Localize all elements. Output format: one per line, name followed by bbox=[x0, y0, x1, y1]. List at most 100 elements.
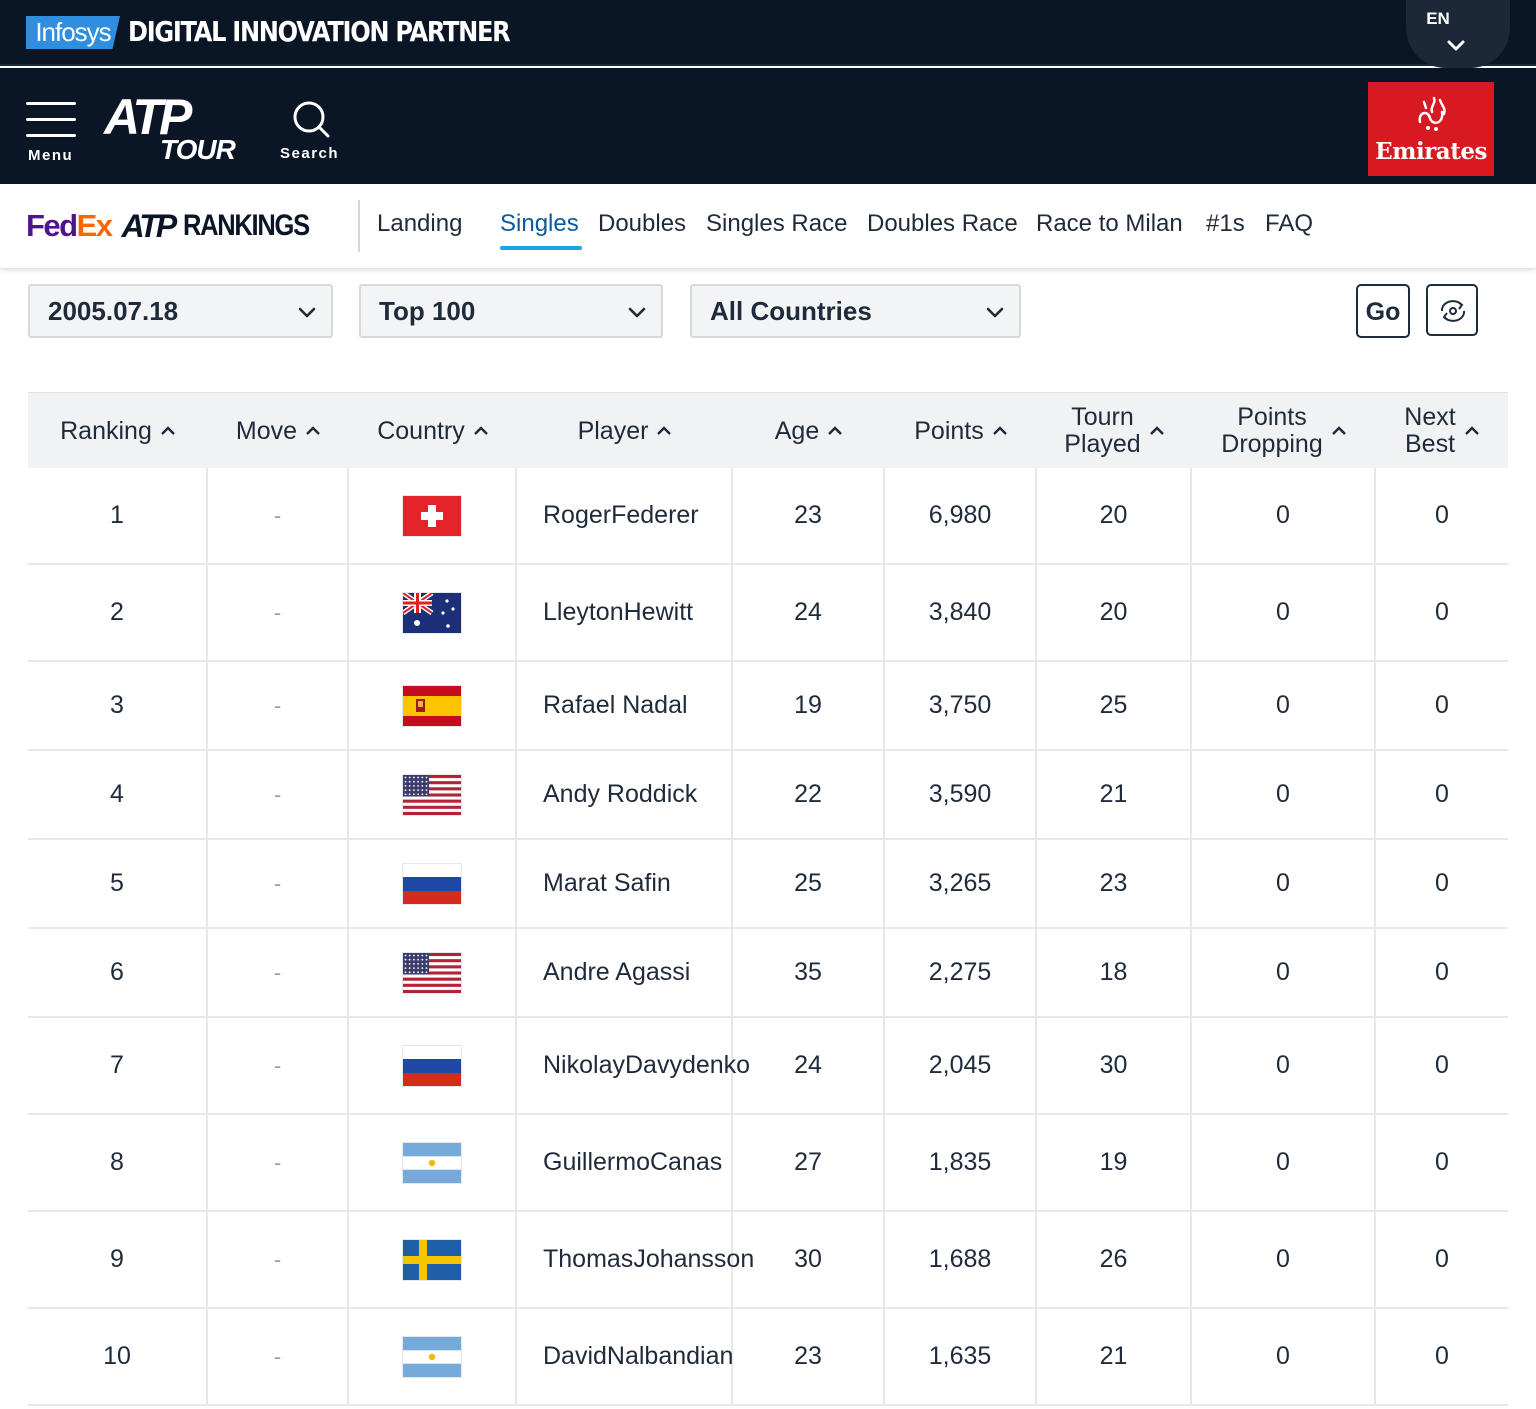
table-row[interactable]: 10 - David Nalbandian 23 1,635 21 0 0 bbox=[28, 1309, 1508, 1406]
points-dropping-cell-value: 0 bbox=[1276, 869, 1290, 897]
player-name[interactable]: Guillermo bbox=[543, 1148, 650, 1176]
player-name[interactable]: Roger bbox=[543, 501, 612, 529]
fedex-atp-rankings-logo[interactable]: Fed Ex ATP RANKINGS bbox=[26, 206, 331, 246]
subnav-link-landing[interactable]: Landing bbox=[377, 210, 463, 237]
player-name[interactable]: Marat Safin bbox=[543, 869, 671, 897]
next-best-cell: 0 bbox=[1376, 1212, 1508, 1307]
go-button[interactable]: Go bbox=[1356, 284, 1410, 338]
player-cell[interactable]: Marat Safin bbox=[517, 840, 733, 927]
rank-cell-value: 9 bbox=[110, 1245, 124, 1273]
infosys-logo[interactable]: Infosys bbox=[26, 16, 120, 49]
column-header-age[interactable]: Age bbox=[733, 393, 885, 469]
column-header-label: Next Best bbox=[1404, 404, 1455, 458]
table-row[interactable]: 4 - Andy Roddick 22 3,590 21 0 0 bbox=[28, 751, 1508, 840]
subnav-link-race-to-milan[interactable]: Race to Milan bbox=[1036, 210, 1183, 237]
points-dropping-cell: 0 bbox=[1192, 929, 1376, 1016]
player-name[interactable]: Nalbandian bbox=[606, 1342, 734, 1370]
points-cell-value: 2,275 bbox=[928, 958, 992, 986]
atp-logo-text: ATP bbox=[121, 207, 178, 244]
table-row[interactable]: 2 - Lleyton Hewitt 24 3,840 20 0 0 bbox=[28, 565, 1508, 662]
tourn-played-cell: 19 bbox=[1037, 1115, 1192, 1210]
emirates-sponsor-logo[interactable]: Emirates bbox=[1368, 82, 1494, 176]
player-cell[interactable]: Rafael Nadal bbox=[517, 662, 733, 749]
column-header-label: Points Dropping bbox=[1221, 404, 1322, 458]
menu-button[interactable]: Menu bbox=[26, 102, 78, 166]
table-row[interactable]: 3 - Rafael Nadal 19 3,750 25 0 0 bbox=[28, 662, 1508, 751]
column-header-label: Age bbox=[774, 416, 820, 445]
player-name[interactable]: Thomas bbox=[543, 1245, 634, 1273]
language-switcher[interactable]: EN bbox=[1406, 0, 1510, 68]
column-header-next-best[interactable]: Next Best bbox=[1376, 393, 1508, 469]
column-header-points[interactable]: Points bbox=[885, 393, 1037, 469]
points-cell-value: 3,590 bbox=[928, 780, 992, 808]
country-cell bbox=[349, 1212, 517, 1307]
country-cell bbox=[349, 1309, 517, 1404]
subnav-link-doubles[interactable]: Doubles bbox=[598, 210, 687, 237]
table-row[interactable]: 5 - Marat Safin 25 3,265 23 0 0 bbox=[28, 840, 1508, 929]
player-name[interactable]: Nikolay bbox=[543, 1051, 625, 1079]
subnav-link-doubles-race[interactable]: Doubles Race bbox=[867, 210, 1018, 237]
search-button[interactable]: Search bbox=[278, 100, 348, 166]
spain-flag-icon bbox=[403, 685, 461, 726]
rankings-sub-nav: Fed Ex ATP RANKINGS Landing Singles Doub… bbox=[0, 184, 1536, 268]
player-cell[interactable]: Nikolay Davydenko bbox=[517, 1018, 750, 1113]
move-cell: - bbox=[208, 565, 349, 660]
points-cell-value: 3,265 bbox=[928, 869, 992, 897]
range-select[interactable]: Top 100 bbox=[359, 284, 663, 338]
table-row[interactable]: 1 - Roger Federer 23 6,980 20 0 0 bbox=[28, 468, 1508, 565]
tourn-played-cell-value: 20 bbox=[1099, 501, 1128, 529]
subnav-link-number-ones[interactable]: #1s bbox=[1206, 210, 1245, 237]
points-cell: 3,840 bbox=[885, 565, 1037, 660]
player-name[interactable]: Canas bbox=[649, 1148, 723, 1176]
table-row[interactable]: 6 - Andre Agassi 35 2,275 18 0 0 bbox=[28, 929, 1508, 1018]
player-cell[interactable]: Andy Roddick bbox=[517, 751, 733, 838]
player-name[interactable]: Johansson bbox=[633, 1245, 755, 1273]
player-name[interactable]: David bbox=[543, 1342, 607, 1370]
player-name[interactable]: Federer bbox=[611, 501, 699, 529]
player-name[interactable]: Hewitt bbox=[623, 598, 694, 626]
table-row[interactable]: 8 - Guillermo Canas 27 1,835 19 0 0 bbox=[28, 1115, 1508, 1212]
country-cell bbox=[349, 1115, 517, 1210]
player-cell[interactable]: Lleyton Hewitt bbox=[517, 565, 733, 660]
table-row[interactable]: 9 - Thomas Johansson 30 1,688 26 0 0 bbox=[28, 1212, 1508, 1309]
player-cell[interactable]: Andre Agassi bbox=[517, 929, 733, 1016]
points-cell: 1,635 bbox=[885, 1309, 1037, 1404]
column-header-move[interactable]: Move bbox=[208, 393, 349, 469]
tour-logo-text: TOUR bbox=[160, 134, 236, 165]
player-cell[interactable]: Roger Federer bbox=[517, 468, 733, 563]
age-cell: 24 bbox=[733, 1018, 885, 1113]
country-select[interactable]: All Countries bbox=[690, 284, 1021, 338]
column-header-label: Ranking bbox=[60, 416, 152, 445]
subnav-link-faq[interactable]: FAQ bbox=[1265, 210, 1314, 237]
column-header-label-line: Points bbox=[1237, 403, 1307, 431]
player-cell[interactable]: Guillermo Canas bbox=[517, 1115, 733, 1210]
date-select[interactable]: 2005.07.18 bbox=[28, 284, 333, 338]
move-cell: - bbox=[208, 929, 349, 1016]
next-best-cell-value: 0 bbox=[1435, 1148, 1449, 1176]
column-header-tourn-played[interactable]: Tourn Played bbox=[1037, 393, 1192, 469]
player-name[interactable]: Andy Roddick bbox=[543, 780, 698, 808]
column-header-points-dropping[interactable]: Points Dropping bbox=[1192, 393, 1376, 469]
player-cell[interactable]: David Nalbandian bbox=[517, 1309, 733, 1404]
player-name[interactable]: Davydenko bbox=[624, 1051, 751, 1079]
country-cell bbox=[349, 565, 517, 660]
table-row[interactable]: 7 - Nikolay Davydenko 24 2,045 30 0 0 bbox=[28, 1018, 1508, 1115]
reset-button[interactable] bbox=[1426, 284, 1478, 336]
subnav-link-singles[interactable]: Singles bbox=[500, 210, 579, 237]
age-cell: 27 bbox=[733, 1115, 885, 1210]
russia-flag-icon bbox=[403, 1045, 461, 1086]
column-header-country[interactable]: Country bbox=[349, 393, 517, 469]
player-name[interactable]: Rafael Nadal bbox=[543, 691, 688, 719]
rank-cell-value: 7 bbox=[110, 1051, 124, 1079]
rank-cell: 10 bbox=[28, 1309, 208, 1404]
tourn-played-cell: 25 bbox=[1037, 662, 1192, 749]
player-name[interactable]: Andre Agassi bbox=[543, 958, 691, 986]
points-dropping-cell-value: 0 bbox=[1276, 1051, 1290, 1079]
column-header-player[interactable]: Player bbox=[517, 393, 733, 469]
atp-tour-logo[interactable]: ATP TOUR bbox=[104, 89, 244, 165]
points-dropping-cell: 0 bbox=[1192, 840, 1376, 927]
player-cell[interactable]: Thomas Johansson bbox=[517, 1212, 754, 1307]
player-name[interactable]: Lleyton bbox=[543, 598, 624, 626]
column-header-ranking[interactable]: Ranking bbox=[28, 393, 208, 469]
subnav-link-singles-race[interactable]: Singles Race bbox=[706, 210, 848, 237]
